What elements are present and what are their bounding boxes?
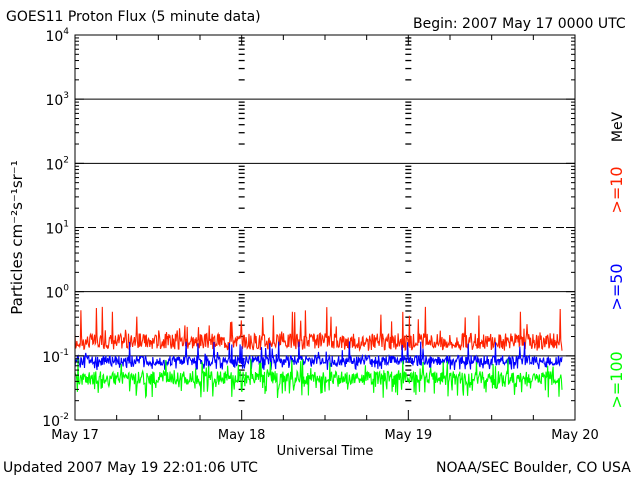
updated-timestamp: Updated 2007 May 19 22:01:06 UTC [3,460,258,476]
legend-energy-unit: MeV [610,111,626,142]
x-tick-label: May 19 [385,428,433,443]
chart-title: GOES11 Proton Flux (5 minute data) [6,9,261,25]
x-tick-label: May 18 [218,428,266,443]
y-tick-label: 10-2 [42,412,69,430]
y-tick-label: 102 [45,155,69,173]
y-tick-label: 103 [45,91,69,109]
y-tick-label: 100 [45,284,69,302]
series-group [74,306,563,400]
credit-text: NOAA/SEC Boulder, CO USA [436,460,631,476]
legend-entry: >=10 [607,166,626,213]
series-line [74,358,563,400]
series-line [74,341,563,371]
x-axis-label: Universal Time [277,444,374,459]
y-tick-label: 101 [45,220,69,238]
legend-entry: >=100 [607,351,626,408]
series-line [74,306,563,353]
legend-entry: >=50 [607,263,626,310]
begin-date: Begin: 2007 May 17 0000 UTC [413,16,626,32]
y-tick-label: 104 [45,27,69,45]
y-tick-label: 10-1 [42,348,69,366]
x-tick-label: May 17 [51,428,99,443]
x-tick-label: May 20 [551,428,599,443]
y-axis-label: Particles cm⁻²s⁻¹sr⁻¹ [8,160,26,314]
